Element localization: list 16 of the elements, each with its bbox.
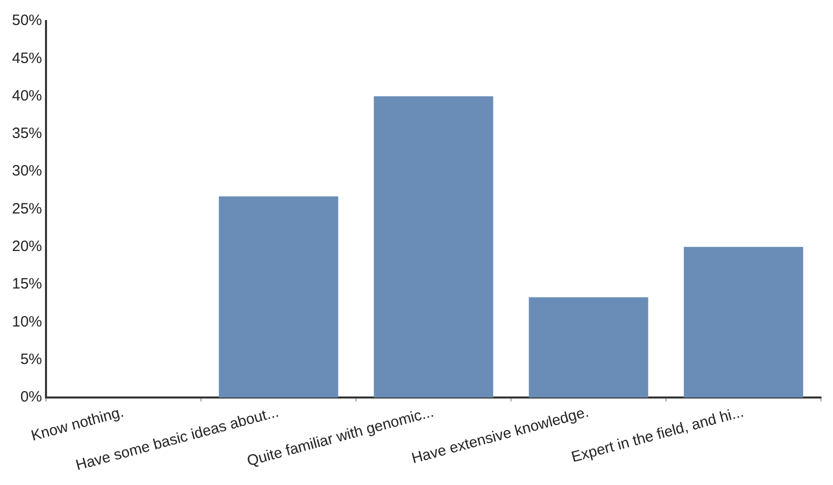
y-tick-label: 10%: [12, 313, 42, 330]
y-tick-label: 20%: [12, 238, 42, 256]
y-tick-label: 0%: [20, 388, 42, 406]
bar: [684, 246, 804, 398]
x-tick-label: Know nothing.: [29, 404, 126, 445]
bar: [374, 96, 494, 398]
y-tick-label: 5%: [20, 350, 42, 368]
bar: [528, 297, 648, 398]
y-tick-label: 40%: [12, 87, 42, 104]
y-tick-label: 45%: [12, 50, 42, 67]
y-tick-label: 50%: [12, 12, 42, 30]
y-tick-label: 35%: [12, 125, 42, 142]
y-tick-label: 30%: [12, 162, 42, 180]
bar: [218, 196, 338, 398]
y-tick-label: 15%: [12, 276, 42, 293]
y-tick-label: 25%: [12, 200, 42, 218]
